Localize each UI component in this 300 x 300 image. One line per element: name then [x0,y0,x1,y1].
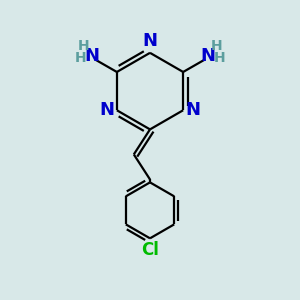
Text: Cl: Cl [141,241,159,259]
Text: N: N [185,101,200,119]
Text: H: H [75,51,86,65]
Text: N: N [142,32,158,50]
Text: N: N [84,47,99,65]
Text: H: H [211,39,222,53]
Text: N: N [201,47,216,65]
Text: N: N [100,101,115,119]
Text: H: H [214,51,225,65]
Text: H: H [78,39,89,53]
